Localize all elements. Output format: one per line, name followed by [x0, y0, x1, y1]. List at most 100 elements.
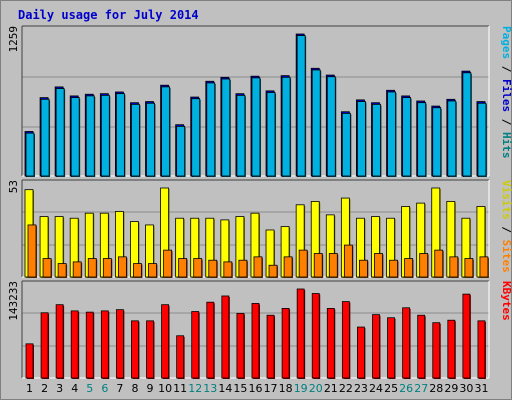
- bar-pages-day-30: [462, 72, 472, 177]
- day-label-30: 30: [459, 382, 473, 395]
- bar-kbytes-day-7: [115, 309, 124, 379]
- bar-sites-day-24: [374, 253, 383, 278]
- bar-pages-day-13: [206, 82, 216, 177]
- bar-sites-day-23: [359, 259, 368, 278]
- day-label-22: 22: [339, 382, 353, 395]
- bar-kbytes-day-19: [296, 288, 305, 379]
- bar-pages-day-3: [55, 88, 65, 177]
- panel-top-legend-part: Hits: [500, 132, 512, 159]
- panel-top-legend-part: /: [500, 59, 512, 79]
- bar-sites-day-3: [57, 263, 67, 278]
- bar-pages-day-7: [115, 93, 125, 177]
- bar-kbytes-day-13: [206, 301, 215, 379]
- bar-kbytes-day-9: [146, 320, 154, 379]
- bar-kbytes-day-25: [387, 317, 395, 379]
- bar-pages-day-4: [70, 97, 80, 177]
- bar-kbytes-day-15: [236, 312, 245, 379]
- bar-kbytes-day-26: [402, 307, 411, 379]
- bar-kbytes-day-18: [281, 308, 290, 379]
- bar-pages-day-20: [311, 69, 321, 177]
- bar-kbytes-day-5: [85, 311, 94, 379]
- bar-sites-day-6: [102, 258, 112, 278]
- panel-top-legend-part: Files: [500, 79, 512, 112]
- panel-middle-legend: Visits / Sites: [500, 180, 512, 273]
- bar-pages-day-26: [402, 97, 412, 177]
- bar-pages-day-6: [100, 94, 110, 177]
- day-label-26: 26: [399, 382, 413, 395]
- bar-pages-day-28: [432, 107, 442, 177]
- bar-kbytes-day-24: [372, 314, 380, 379]
- chart-title: Daily usage for July 2014: [18, 8, 199, 22]
- bar-sites-day-2: [42, 258, 52, 278]
- bar-sites-day-4: [72, 261, 82, 278]
- bar-sites-day-31: [479, 256, 489, 278]
- bar-kbytes-day-23: [357, 326, 365, 379]
- bar-pages-day-9: [146, 102, 155, 177]
- bar-sites-day-8: [133, 263, 142, 278]
- day-label-7: 7: [116, 382, 123, 395]
- day-label-11: 11: [173, 382, 187, 395]
- bar-sites-day-20: [313, 253, 323, 278]
- bar-sites-day-21: [328, 253, 338, 278]
- day-label-2: 2: [41, 382, 48, 395]
- panel-top-legend-part: Pages: [500, 26, 512, 59]
- bar-kbytes-day-2: [40, 312, 49, 379]
- day-label-29: 29: [444, 382, 458, 395]
- bar-sites-day-1: [27, 224, 37, 278]
- day-label-31: 31: [474, 382, 488, 395]
- bar-sites-day-7: [117, 256, 127, 278]
- panel-top-legend-part: /: [500, 112, 512, 132]
- bar-kbytes-day-14: [221, 295, 230, 379]
- day-label-18: 18: [279, 382, 293, 395]
- bar-sites-day-25: [389, 259, 398, 278]
- day-label-16: 16: [249, 382, 263, 395]
- bar-kbytes-day-12: [191, 311, 200, 379]
- bar-kbytes-day-30: [462, 293, 471, 379]
- bar-pages-day-2: [40, 98, 50, 177]
- bar-sites-day-11: [178, 258, 188, 278]
- bar-sites-day-18: [283, 256, 293, 278]
- bar-sites-day-16: [253, 256, 263, 278]
- bar-sites-day-26: [404, 258, 414, 278]
- bar-kbytes-day-3: [55, 304, 64, 379]
- day-label-10: 10: [158, 382, 172, 395]
- day-label-25: 25: [384, 382, 398, 395]
- day-label-20: 20: [309, 382, 323, 395]
- bar-pages-day-15: [236, 94, 246, 177]
- day-label-15: 15: [233, 382, 247, 395]
- day-label-27: 27: [414, 382, 428, 395]
- day-label-12: 12: [188, 382, 202, 395]
- bar-pages-day-29: [447, 100, 457, 177]
- bar-kbytes-day-1: [25, 343, 34, 379]
- bar-kbytes-day-17: [266, 314, 275, 379]
- bar-sites-day-29: [449, 256, 459, 278]
- bar-pages-day-17: [266, 92, 276, 177]
- bar-pages-day-24: [372, 103, 381, 177]
- bar-kbytes-day-8: [131, 320, 139, 379]
- panel-top-legend: Pages / Files / Hits: [500, 26, 512, 159]
- bar-sites-day-28: [434, 249, 444, 278]
- bar-pages-day-11: [176, 125, 186, 177]
- bar-kbytes-day-11: [176, 335, 185, 379]
- bar-kbytes-day-22: [341, 301, 350, 379]
- day-label-21: 21: [324, 382, 338, 395]
- bar-pages-day-23: [357, 101, 366, 177]
- bar-pages-day-1: [25, 132, 35, 177]
- bar-kbytes-day-4: [70, 310, 79, 379]
- bar-sites-day-15: [238, 259, 248, 278]
- day-label-24: 24: [369, 382, 383, 395]
- day-label-4: 4: [71, 382, 78, 395]
- bar-pages-day-19: [296, 35, 306, 177]
- bar-pages-day-18: [281, 76, 291, 177]
- bar-sites-day-13: [208, 259, 218, 278]
- day-label-1: 1: [26, 382, 33, 395]
- day-label-19: 19: [294, 382, 308, 395]
- bar-pages-day-16: [251, 77, 261, 177]
- bar-sites-day-12: [193, 258, 203, 278]
- bar-kbytes-day-29: [447, 319, 456, 379]
- bar-pages-day-14: [221, 78, 231, 177]
- bar-sites-day-9: [148, 263, 157, 278]
- bar-pages-day-27: [417, 102, 427, 177]
- bar-pages-day-10: [161, 86, 170, 177]
